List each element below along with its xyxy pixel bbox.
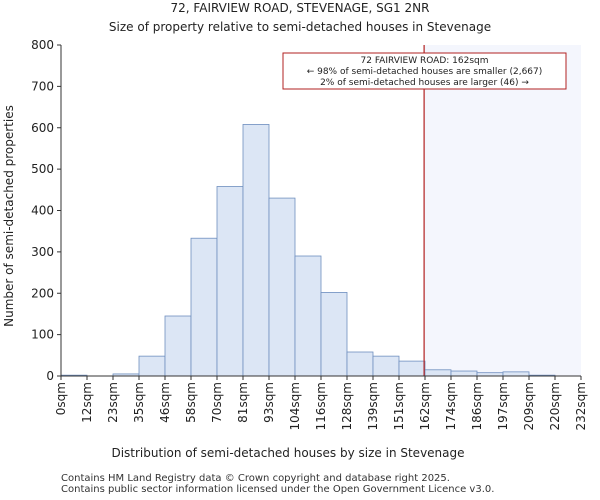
x-tick-label: 186sqm: [470, 382, 484, 430]
x-tick-label: 0sqm: [54, 382, 68, 415]
x-tick-label: 232sqm: [574, 382, 588, 430]
y-tick-label: 600: [31, 121, 54, 135]
footer-copyright: Contains HM Land Registry data © Crown c…: [61, 473, 450, 484]
x-tick-label: 104sqm: [288, 382, 302, 430]
bars-group: [60, 124, 556, 377]
x-tick-label: 197sqm: [496, 382, 510, 430]
y-tick-label: 100: [31, 328, 54, 342]
bar: [294, 255, 322, 377]
bar: [242, 124, 270, 377]
bar: [502, 371, 530, 377]
y-axis-ticks: 0 100 200 300 400 500 600 700 800: [31, 38, 61, 383]
x-tick-label: 70sqm: [210, 382, 224, 423]
y-tick-label: 800: [31, 38, 54, 52]
larger-properties-region: [424, 45, 581, 376]
y-axis-label: Number of semi-detached properties: [2, 105, 16, 327]
x-tick-label: 35sqm: [132, 382, 146, 423]
x-axis-label: Distribution of semi-detached houses by …: [111, 446, 464, 460]
x-tick-label: 116sqm: [314, 382, 328, 430]
annotation-line-2: ← 98% of semi-detached houses are smalle…: [307, 67, 543, 77]
chart-title: 72, FAIRVIEW ROAD, STEVENAGE, SG1 2NR: [171, 1, 430, 15]
bar: [164, 315, 192, 377]
annotation-rect: [282, 52, 567, 90]
y-tick-label: 200: [31, 286, 54, 300]
y-tick-label: 0: [46, 369, 54, 383]
x-tick-label: 162sqm: [418, 382, 432, 430]
bar: [216, 186, 244, 377]
x-tick-label: 81sqm: [236, 382, 250, 423]
chart-subtitle: Size of property relative to semi-detach…: [109, 20, 491, 34]
x-tick-label: 58sqm: [184, 382, 198, 423]
y-tick-label: 400: [31, 204, 54, 218]
bar: [424, 369, 452, 377]
x-tick-label: 151sqm: [392, 382, 406, 430]
x-tick-label: 12sqm: [80, 382, 94, 423]
bar: [190, 237, 218, 377]
x-tick-label: 139sqm: [366, 382, 380, 430]
x-tick-label: 46sqm: [158, 382, 172, 423]
footer-licence: Contains public sector information licen…: [61, 484, 495, 495]
bar: [450, 370, 478, 377]
bar: [138, 355, 166, 377]
bar: [346, 351, 374, 377]
bar: [268, 197, 296, 377]
x-axis-ticks: 0sqm 12sqm 23sqm 35sqm 46sqm 58sqm 70sqm 81sqm 9…: [54, 376, 588, 430]
annotation-line-1: 72 FAIRVIEW ROAD: 162sqm: [361, 56, 489, 66]
x-tick-label: 23sqm: [106, 382, 120, 423]
bar: [320, 292, 348, 377]
annotation-line-3: 2% of semi-detached houses are larger (4…: [320, 78, 529, 88]
y-tick-label: 500: [31, 162, 54, 176]
x-tick-label: 128sqm: [340, 382, 354, 430]
bar: [398, 360, 426, 377]
annotation-box: 72 FAIRVIEW ROAD: 162sqm ← 98% of semi-d…: [282, 52, 567, 90]
y-tick-label: 700: [31, 79, 54, 93]
x-tick-label: 93sqm: [262, 382, 276, 423]
x-tick-label: 174sqm: [444, 382, 458, 430]
x-tick-label: 209sqm: [522, 382, 536, 430]
bar: [372, 355, 400, 377]
x-tick-label: 220sqm: [548, 382, 562, 430]
y-tick-label: 300: [31, 245, 54, 259]
